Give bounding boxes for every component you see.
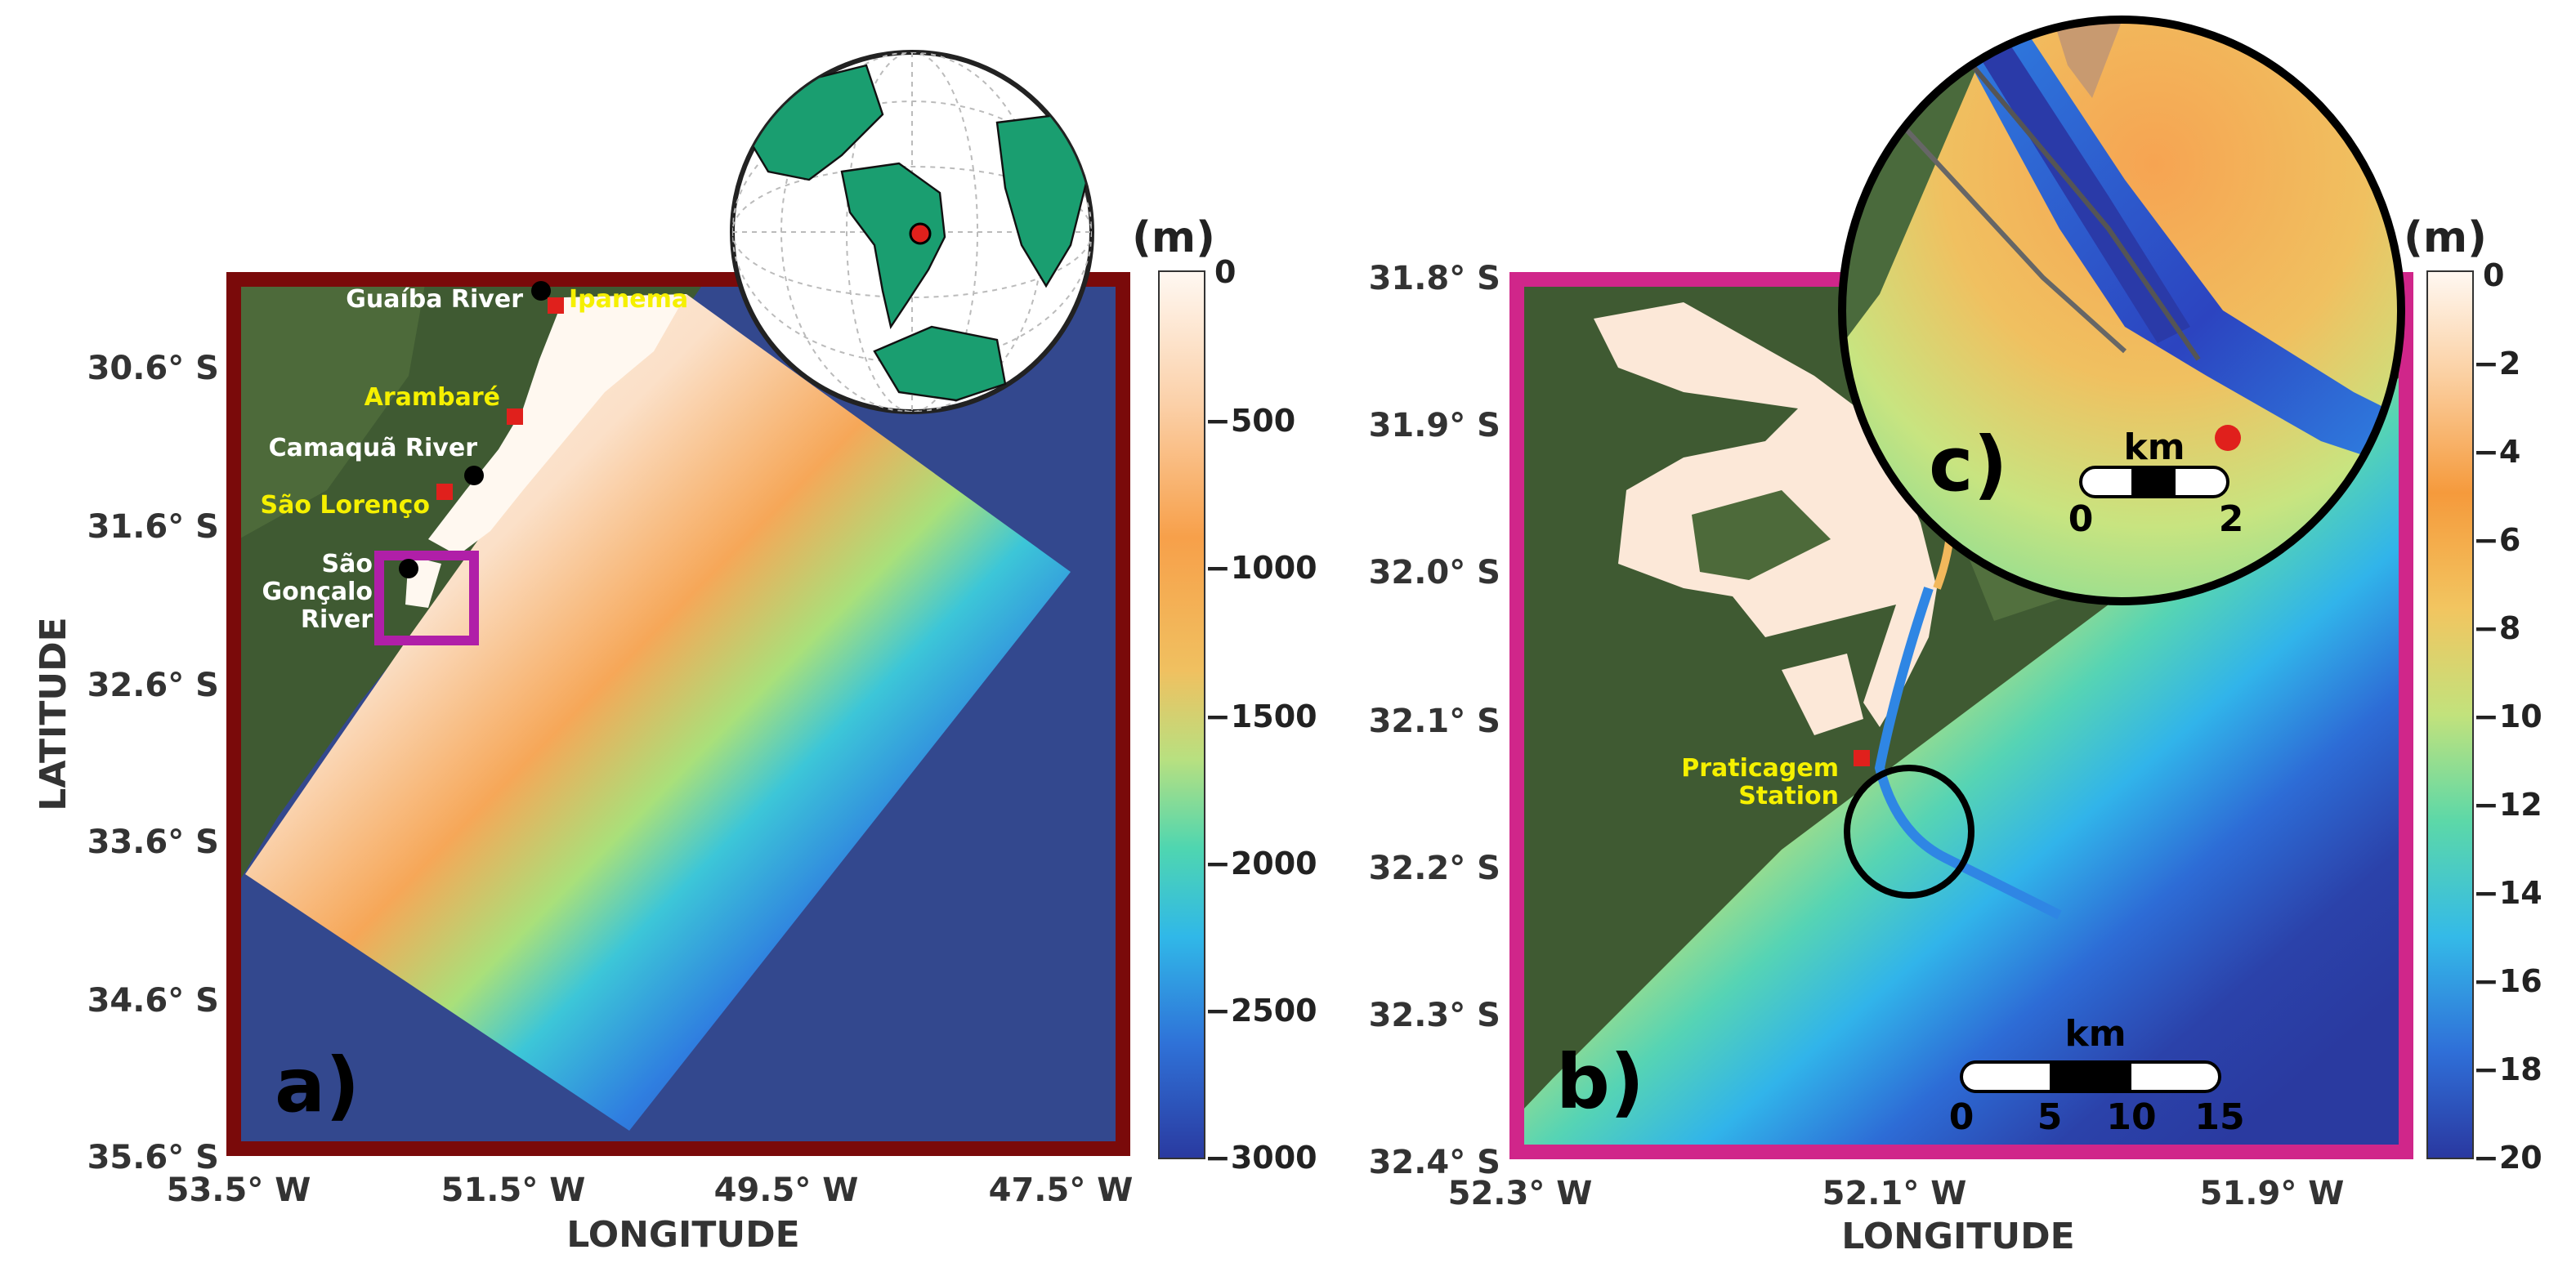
y-tick: 35.6° S (87, 1139, 219, 1176)
praticagem-station-marker (1854, 750, 1870, 766)
colorbar-a-tick: −2000 (1205, 846, 1317, 882)
colorbar-b-tick: −8 (2473, 610, 2520, 646)
x-tick: 49.5° W (714, 1172, 859, 1209)
inset-channel (1953, 20, 2401, 474)
panel-a-y-axis: 30.6° S 31.6° S 32.6° S 33.6° S 34.6° S … (87, 350, 219, 1176)
colorbar-a-unit: (m) (1132, 213, 1215, 262)
scalebar-b-unit: km (2064, 1013, 2126, 1055)
inset-frame (1838, 16, 2405, 605)
label-sao-lourenco: São Lorenço (260, 491, 430, 520)
scalebar-c-unit: km (2123, 426, 2185, 468)
colorbar-b-tick: −4 (2473, 434, 2520, 470)
colorbar-a-tick: −2500 (1205, 993, 1317, 1029)
y-tick: 33.6° S (87, 824, 219, 861)
x-tick: 52.1° W (1822, 1175, 1967, 1212)
y-tick: 32.6° S (87, 667, 219, 704)
study-area-marker (909, 222, 932, 245)
label-sao-goncalo-line3: River (301, 605, 373, 634)
x-tick: 53.5° W (167, 1172, 311, 1209)
arambare-marker (507, 408, 523, 425)
scalebar-c-tick: 0 (2068, 498, 2094, 540)
zoom-circle (1844, 765, 1974, 899)
scalebar-b-tick: 5 (2037, 1096, 2063, 1138)
panel-b-x-axis: 52.3° W 52.1° W 51.9° W (1448, 1175, 2345, 1212)
colorbar-b-tick: −16 (2473, 963, 2542, 999)
inset-station-marker (2215, 425, 2241, 451)
colorbar-b-unit: (m) (2404, 213, 2487, 262)
y-tick: 31.8° S (1369, 260, 1500, 297)
x-tick: 47.5° W (989, 1172, 1134, 1209)
sao-goncalo-river-marker (399, 559, 418, 578)
colorbar-a-tick: −1000 (1205, 550, 1317, 586)
panel-b-scalebar: km 0 5 10 15 (1949, 1013, 2245, 1138)
colorbar-a-tick: −1500 (1205, 699, 1317, 734)
y-tick: 31.9° S (1369, 407, 1500, 444)
scalebar-b-tick: 0 (1949, 1096, 1974, 1138)
panel-a-label: a) (275, 1042, 360, 1129)
label-arambare: Arambaré (364, 383, 500, 412)
label-sao-goncalo-line2: Gonçalo (262, 578, 373, 606)
guaiba-river-marker (531, 281, 551, 301)
y-tick: 32.3° S (1369, 997, 1500, 1034)
y-tick: 32.0° S (1369, 554, 1500, 591)
label-station-line2: Station (1738, 782, 1839, 810)
y-tick: 34.6° S (87, 982, 219, 1020)
scalebar-b-tick: 10 (2106, 1096, 2156, 1138)
label-camaqua-river: Camaquã River (269, 434, 478, 462)
scalebar-c-tick: 2 (2219, 498, 2244, 540)
x-tick: 51.9° W (2200, 1175, 2345, 1212)
y-tick: 32.2° S (1369, 850, 1500, 887)
panel-b-y-axis: 31.8° S 31.9° S 32.0° S 32.1° S 32.2° S … (1369, 260, 1500, 1181)
panel-c-label: c) (1929, 421, 2008, 508)
label-station-line1: Praticagem (1681, 754, 1839, 783)
colorbar-a-tick: −500 (1205, 403, 1295, 439)
camaqua-river-marker (464, 466, 484, 485)
label-ipanema: Ipanema (569, 285, 688, 314)
panel-b-xlabel: LONGITUDE (1841, 1216, 2075, 1257)
y-tick: 32.1° S (1369, 703, 1500, 740)
panel-b-label: b) (1556, 1038, 1644, 1126)
colorbar-b-tick: −14 (2473, 875, 2542, 911)
colorbar-a-tick: −3000 (1205, 1140, 1317, 1176)
scalebar-b-tick: 15 (2194, 1096, 2244, 1138)
label-sao-goncalo-line1: São (322, 550, 373, 578)
lagoon (428, 294, 686, 556)
x-tick: 51.5° W (441, 1172, 586, 1209)
colorbar-b: (m) 0 −2 −4 −6 −8 −10 −12 −14 −16 −18 −2… (2404, 213, 2542, 1176)
panel-a-ylabel: LATITUDE (33, 617, 74, 810)
colorbar-b-tick: −10 (2473, 699, 2542, 734)
globe-inset (730, 50, 1094, 414)
colorbar-b-tick: −2 (2473, 346, 2520, 382)
colorbar-b-tick: −12 (2473, 787, 2542, 823)
colorbar-a-tick: 0 (1214, 254, 1236, 290)
y-tick: 30.6° S (87, 350, 219, 387)
panel-a-x-axis: 53.5° W 51.5° W 49.5° W 47.5° W (167, 1172, 1134, 1209)
colorbar-b-tick: −6 (2473, 522, 2520, 558)
colorbar-a: (m) 0 −500 −1000 −1500 −2000 −2500 −3000 (1132, 213, 1317, 1176)
colorbar-b-tick: 0 (2483, 257, 2504, 293)
sao-lourenco-marker (436, 484, 453, 500)
colorbar-b-tick: −20 (2473, 1140, 2542, 1176)
label-guaiba-river: Guaíba River (346, 285, 523, 314)
y-tick: 31.6° S (87, 508, 219, 546)
panel-a-map: Guaíba River Ipanema Arambaré Camaquã Ri… (226, 272, 1130, 1156)
x-tick: 52.3° W (1448, 1175, 1593, 1212)
y-tick: 32.4° S (1369, 1144, 1500, 1181)
inset-location-box (374, 551, 479, 645)
colorbar-b-tick: −18 (2473, 1051, 2542, 1087)
shipping-channel (1874, 587, 2062, 920)
panel-a-frame (226, 272, 1130, 1156)
panel-a-xlabel: LONGITUDE (566, 1214, 800, 1256)
bathymetry-domain (245, 294, 1071, 1131)
ipanema-marker (548, 297, 564, 314)
